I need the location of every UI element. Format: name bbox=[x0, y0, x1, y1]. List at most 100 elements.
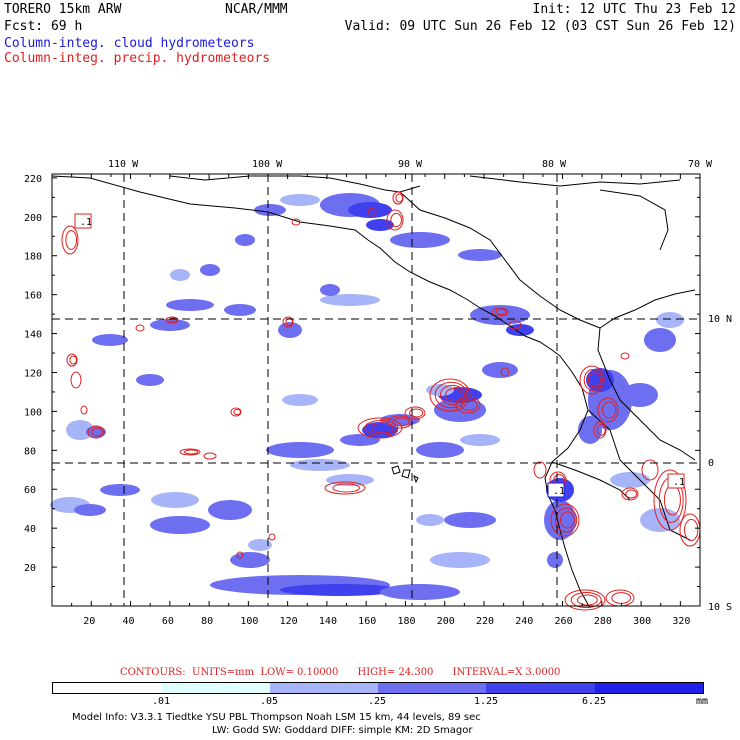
precip-contour bbox=[65, 230, 78, 250]
precip-contour bbox=[500, 367, 510, 377]
precip-contour bbox=[550, 503, 580, 537]
precip-contour bbox=[611, 592, 632, 604]
cloud-blob bbox=[547, 552, 563, 568]
legend-threshold-3: .25 bbox=[368, 696, 387, 707]
cloud-blob bbox=[622, 383, 658, 407]
y-tick-label: 140 bbox=[24, 330, 42, 341]
x-tick-label: 300 bbox=[633, 616, 651, 627]
model-info-line2: LW: Godd SW: Goddard DIFF: simple KM: 2D… bbox=[212, 725, 473, 736]
precip-contour bbox=[203, 452, 217, 460]
contours-label: CONTOURS: bbox=[120, 667, 186, 678]
precip-contour bbox=[621, 487, 639, 501]
contour-label-1: .1 bbox=[80, 217, 92, 228]
cloud-blob bbox=[458, 249, 502, 261]
precip-contour bbox=[80, 405, 88, 415]
precip-contour bbox=[367, 207, 377, 217]
cloud-blob bbox=[151, 492, 199, 508]
legend-swatch-3 bbox=[377, 683, 487, 693]
contour-info: CONTOURS: UNITS=mm LOW= 0.10000 HIGH= 24… bbox=[120, 667, 560, 678]
x-tick-label: 220 bbox=[476, 616, 494, 627]
precip-contour bbox=[684, 518, 699, 542]
cloud-blob bbox=[460, 434, 500, 446]
precip-contour bbox=[61, 225, 79, 255]
precip-contour bbox=[395, 193, 404, 203]
cloud-blob bbox=[282, 394, 318, 406]
lat-lon-grid bbox=[52, 174, 700, 606]
model-name: TORERO 15km ARW bbox=[4, 2, 122, 17]
cloud-blob bbox=[390, 232, 450, 248]
precip-contour bbox=[445, 388, 463, 402]
cloud-blob bbox=[266, 442, 334, 458]
y-tick-label: 180 bbox=[24, 252, 42, 263]
precip-contour bbox=[168, 317, 178, 323]
cloud-blob bbox=[430, 552, 490, 568]
lat-label-0: 0 bbox=[708, 458, 714, 469]
cloud-blob bbox=[610, 472, 650, 488]
cloud-blob bbox=[366, 219, 394, 231]
x-tick-label: 320 bbox=[672, 616, 690, 627]
lat-label-10s: 10 S bbox=[708, 602, 732, 613]
precip-contour bbox=[625, 489, 638, 499]
x-tick-label: 260 bbox=[555, 616, 573, 627]
precip-contour bbox=[455, 396, 481, 414]
cloud-blob bbox=[224, 304, 256, 316]
precip-contour bbox=[597, 397, 619, 423]
precip-contour bbox=[559, 511, 575, 529]
cloud-blob bbox=[506, 324, 534, 336]
precip-contour bbox=[508, 320, 522, 330]
y-tick-labels: 20 40 60 80 100 120 140 160 180 200 220 bbox=[24, 174, 42, 574]
y-tick-label: 220 bbox=[24, 174, 42, 185]
cloud-blob bbox=[280, 194, 320, 206]
precip-contour bbox=[620, 352, 630, 360]
legend-swatch-1 bbox=[161, 683, 270, 693]
cloud-blob bbox=[248, 539, 272, 551]
contour-label-3: .1 bbox=[673, 477, 685, 488]
y-tick-label: 200 bbox=[24, 213, 42, 224]
precip-contour bbox=[593, 421, 607, 439]
precip-contour bbox=[491, 307, 509, 317]
legend-threshold-5: 6.25 bbox=[582, 696, 607, 707]
precip-contour bbox=[370, 422, 394, 434]
y-tick-label: 80 bbox=[24, 446, 36, 457]
cloud-blob bbox=[136, 374, 164, 386]
cloud-blob bbox=[380, 414, 420, 426]
forecast-hour: Fcst: 69 h bbox=[4, 19, 83, 34]
y-tick-label: 120 bbox=[24, 368, 42, 379]
precip-contour bbox=[641, 459, 659, 481]
x-tick-label: 120 bbox=[280, 616, 298, 627]
precip-contour bbox=[135, 324, 145, 332]
precip-contour bbox=[434, 381, 468, 409]
contour-label-2: .1 bbox=[553, 486, 565, 497]
init-time: Init: 12 UTC Thu 23 Feb 12 bbox=[532, 2, 737, 17]
precip-contour bbox=[324, 481, 366, 495]
x-tick-labels: 20 40 60 80 100 120 140 160 180 200 220 240 260 280 30… bbox=[83, 616, 690, 627]
axis-ticks bbox=[52, 174, 701, 606]
x-tick-label: 280 bbox=[594, 616, 612, 627]
precip-contour bbox=[69, 355, 78, 365]
precip-contour bbox=[332, 483, 361, 493]
cloud-blob bbox=[100, 484, 140, 496]
precip-contour bbox=[404, 406, 426, 420]
x-tick-label: 60 bbox=[162, 616, 174, 627]
y-tick-label: 160 bbox=[24, 291, 42, 302]
lon-label-80w: 80 W bbox=[542, 159, 567, 170]
legend-unit: mm bbox=[696, 696, 709, 707]
cloud-blob bbox=[66, 420, 94, 440]
x-tick-label: 240 bbox=[515, 616, 533, 627]
cloud-blob bbox=[320, 284, 340, 296]
contours-units: UNITS=mm bbox=[192, 667, 255, 678]
cloud-blob bbox=[235, 234, 255, 246]
precip-contour bbox=[495, 308, 508, 316]
x-tick-label: 140 bbox=[319, 616, 337, 627]
cloud-blob bbox=[166, 299, 214, 311]
x-tick-label: 40 bbox=[123, 616, 135, 627]
precip-contour bbox=[602, 401, 617, 419]
cloud-blob bbox=[482, 362, 518, 378]
precip-contour bbox=[570, 592, 602, 608]
legend-swatch-0 bbox=[53, 683, 162, 693]
cloud-hydrometeor-fills bbox=[50, 193, 684, 600]
precip-contour bbox=[91, 427, 104, 437]
precip-contour bbox=[392, 417, 410, 427]
cloud-blob bbox=[200, 264, 220, 276]
cloud-blob bbox=[254, 204, 286, 216]
